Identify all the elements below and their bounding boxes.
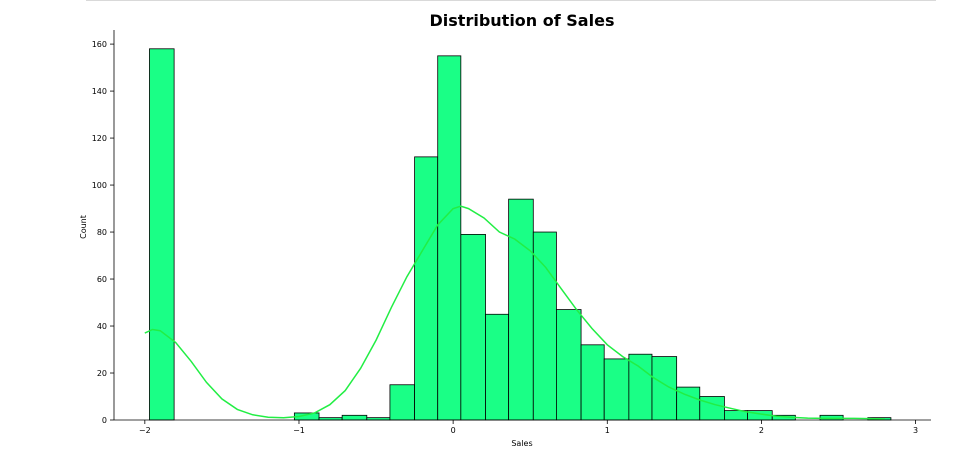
histogram-bar bbox=[508, 198, 534, 421]
histogram-bar bbox=[556, 309, 582, 421]
histogram-bars bbox=[149, 48, 892, 421]
histogram-bar bbox=[341, 414, 368, 421]
x-axis-label: Sales bbox=[511, 439, 532, 448]
x-tick-label: 0 bbox=[451, 426, 456, 435]
x-tick-label: 1 bbox=[605, 426, 610, 435]
x-tick-label: −2 bbox=[139, 426, 151, 435]
y-axis-label: Count bbox=[79, 215, 88, 239]
y-tick-label: 0 bbox=[102, 416, 107, 425]
axes bbox=[113, 30, 931, 421]
y-tick-label: 80 bbox=[97, 228, 107, 237]
histogram-bar bbox=[532, 231, 557, 421]
y-tick-label: 100 bbox=[92, 181, 107, 190]
histogram-bar bbox=[580, 344, 605, 421]
x-tick-label: 2 bbox=[759, 426, 764, 435]
y-tick-label: 160 bbox=[92, 40, 107, 49]
histogram-bar bbox=[460, 233, 486, 421]
x-tick-label: 3 bbox=[913, 426, 918, 435]
histogram-bar bbox=[699, 396, 725, 421]
y-ticks: 0 20 40 60 80 100 120 140 160 bbox=[92, 40, 114, 425]
histogram-bar bbox=[603, 358, 630, 421]
x-tick-label: −1 bbox=[293, 426, 305, 435]
y-tick-label: 60 bbox=[97, 275, 107, 284]
x-ticks: −2 −1 0 1 2 3 bbox=[139, 420, 918, 435]
top-rule bbox=[86, 0, 936, 1]
histogram-bar bbox=[149, 48, 175, 421]
kde-curve bbox=[144, 205, 885, 420]
y-tick-label: 40 bbox=[97, 322, 107, 331]
y-tick-label: 20 bbox=[97, 369, 107, 378]
chart-title: Distribution of Sales bbox=[430, 11, 615, 30]
kde-curve-group bbox=[144, 205, 885, 420]
histogram-bar bbox=[414, 156, 439, 421]
histogram-bar bbox=[437, 55, 462, 421]
histogram-bar bbox=[389, 384, 415, 421]
histogram-bar bbox=[628, 353, 653, 421]
y-tick-label: 120 bbox=[92, 134, 107, 143]
y-tick-label: 140 bbox=[92, 87, 107, 96]
histogram-bar bbox=[485, 313, 510, 421]
